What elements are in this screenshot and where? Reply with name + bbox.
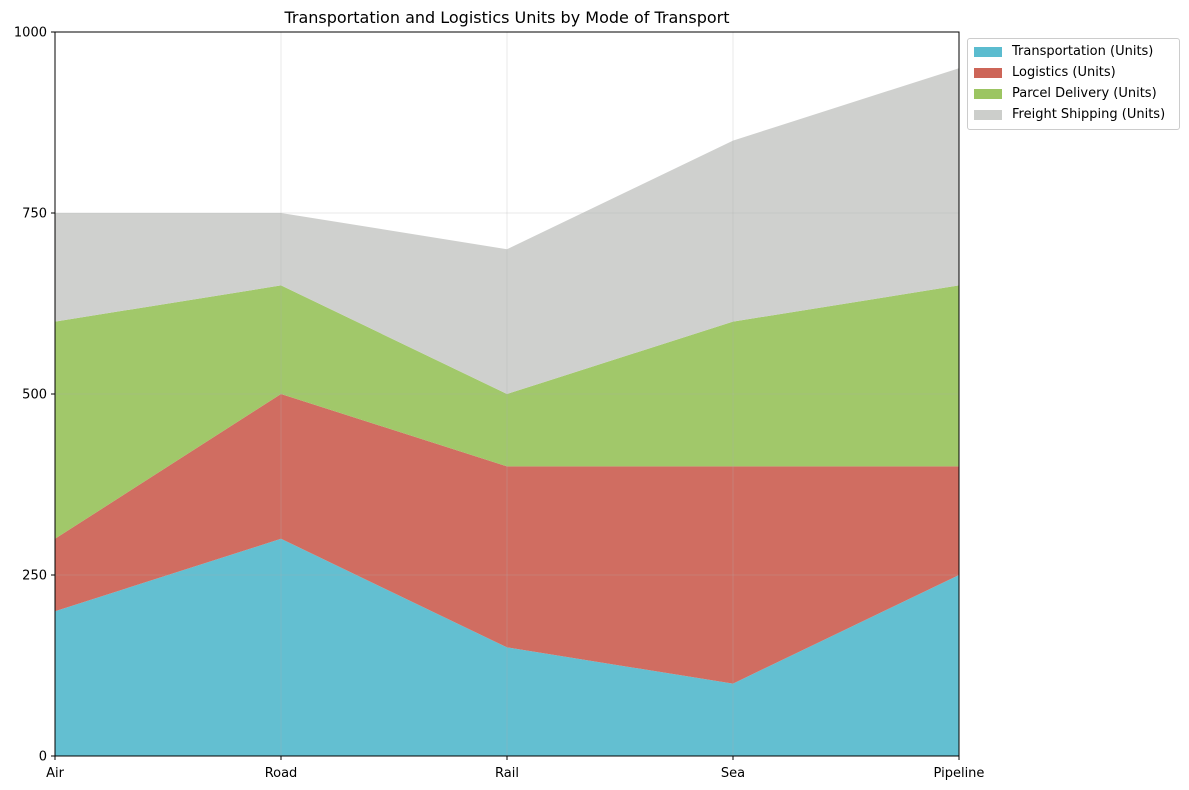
legend: Transportation (Units) Logistics (Units) P… xyxy=(967,38,1180,130)
legend-label: Transportation (Units) xyxy=(1012,44,1154,59)
legend-item: Freight Shipping (Units) xyxy=(974,104,1173,125)
legend-label: Logistics (Units) xyxy=(1012,65,1116,80)
legend-swatch xyxy=(974,67,1002,78)
x-tick-label: Road xyxy=(265,766,298,781)
x-tick-label: Pipeline xyxy=(934,766,985,781)
legend-label: Parcel Delivery (Units) xyxy=(1012,86,1157,101)
legend-swatch xyxy=(974,46,1002,57)
legend-label: Freight Shipping (Units) xyxy=(1012,107,1166,122)
x-tick-label: Sea xyxy=(721,766,745,781)
y-tick-label: 1000 xyxy=(14,26,47,41)
legend-swatch xyxy=(974,109,1002,120)
y-tick-label: 750 xyxy=(22,207,47,222)
y-tick-label: 250 xyxy=(22,569,47,584)
area-series-4 xyxy=(55,68,959,394)
legend-item: Logistics (Units) xyxy=(974,62,1173,83)
x-tick-label: Rail xyxy=(495,766,519,781)
y-tick-label: 0 xyxy=(39,750,47,765)
chart-title: Transportation and Logistics Units by Mo… xyxy=(283,8,729,27)
legend-item: Transportation (Units) xyxy=(974,41,1173,62)
y-tick-label: 500 xyxy=(22,388,47,403)
legend-item: Parcel Delivery (Units) xyxy=(974,83,1173,104)
x-tick-label: Air xyxy=(46,766,65,781)
legend-swatch xyxy=(974,88,1002,99)
area-series-3 xyxy=(55,285,959,539)
